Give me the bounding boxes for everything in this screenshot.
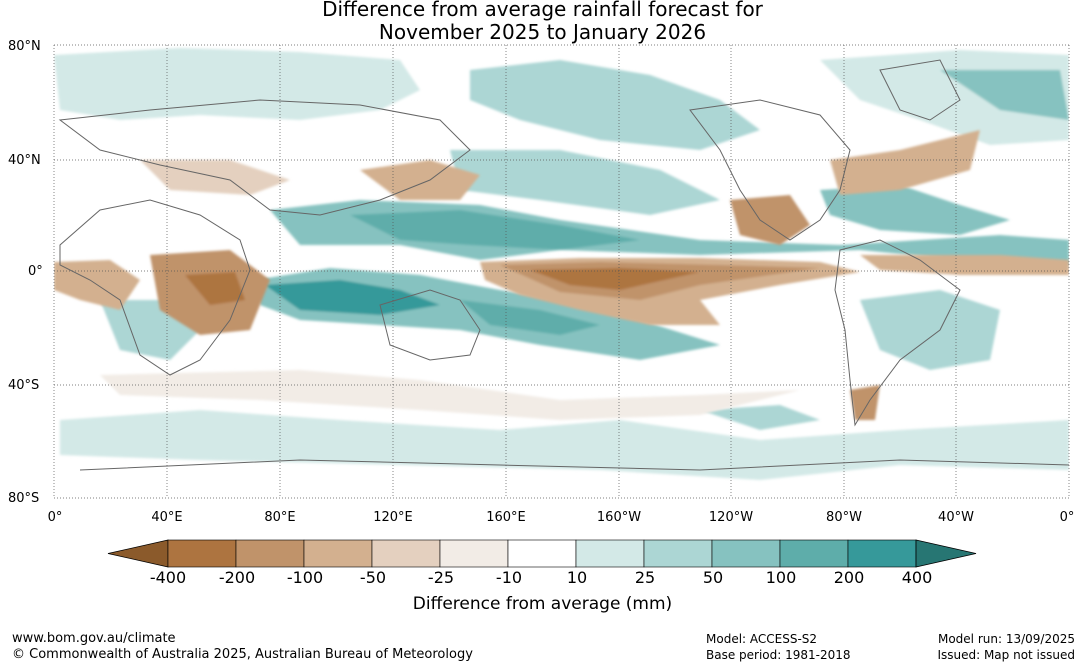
lat-label-40n: 40°N <box>8 153 41 168</box>
lon-label-160w: 160°W <box>596 510 642 525</box>
colorbar-extend-high <box>915 539 977 568</box>
footer-base-period: Base period: 1981-2018 <box>706 648 851 662</box>
colorbar-label: 10 <box>566 568 588 587</box>
anomaly-field <box>54 45 1069 498</box>
lon-label-40e: 40°E <box>151 510 183 525</box>
lon-label-120w: 120°W <box>708 510 754 525</box>
map-title-line2: November 2025 to January 2026 <box>378 20 707 44</box>
colorbar-label: -50 <box>359 568 387 587</box>
footer-copyright: © Commonwealth of Australia 2025, Austra… <box>12 647 473 662</box>
footer-model: Model: ACCESS-S2 <box>706 632 818 646</box>
colorbar-swatch <box>167 539 237 568</box>
footer-url: www.bom.gov.au/climate <box>12 631 176 646</box>
lon-label-0-west: 0° <box>47 510 63 525</box>
colorbar-swatch <box>779 539 849 568</box>
lon-label-160e: 160°E <box>486 510 526 525</box>
lon-label-80w: 80°W <box>826 510 862 525</box>
colorbar-label: 100 <box>765 568 797 587</box>
colorbar-title: Difference from average (mm) <box>412 594 673 614</box>
lon-label-80e: 80°E <box>264 510 296 525</box>
colorbar-swatch <box>643 539 713 568</box>
colorbar-swatch <box>847 539 917 568</box>
colorbar-label: 50 <box>702 568 724 587</box>
lon-label-40w: 40°W <box>938 510 974 525</box>
colorbar-swatch <box>439 539 509 568</box>
colorbar-extend-low <box>107 539 169 568</box>
colorbar-swatch <box>235 539 305 568</box>
coastlines <box>58 59 1069 471</box>
lat-label-40s: 40°S <box>8 378 40 393</box>
colorbar-label: -25 <box>427 568 455 587</box>
footer-issued: Issued: Map not issued <box>937 648 1075 662</box>
map-title-line1: Difference from average rainfall forecas… <box>322 0 763 21</box>
colorbar-swatch <box>575 539 645 568</box>
footer-model-run: Model run: 13/09/2025 <box>937 632 1075 646</box>
lat-label-0: 0° <box>28 264 43 279</box>
colorbar-label: -400 <box>149 568 187 587</box>
colorbar-label: 400 <box>901 568 933 587</box>
graticule <box>53 44 1070 499</box>
colorbar-swatch <box>507 539 577 568</box>
colorbar <box>107 539 977 568</box>
colorbar-label: -200 <box>218 568 256 587</box>
lon-label-120e: 120°E <box>373 510 413 525</box>
colorbar-label: -10 <box>495 568 523 587</box>
lat-label-80s: 80°S <box>8 491 40 506</box>
colorbar-label: 25 <box>634 568 656 587</box>
colorbar-label: 200 <box>833 568 865 587</box>
colorbar-swatch <box>303 539 373 568</box>
lon-label-0-east: 0° <box>1059 510 1075 525</box>
colorbar-swatch <box>711 539 781 568</box>
colorbar-swatch <box>371 539 441 568</box>
lat-label-80n: 80°N <box>8 39 41 54</box>
colorbar-label: -100 <box>286 568 324 587</box>
